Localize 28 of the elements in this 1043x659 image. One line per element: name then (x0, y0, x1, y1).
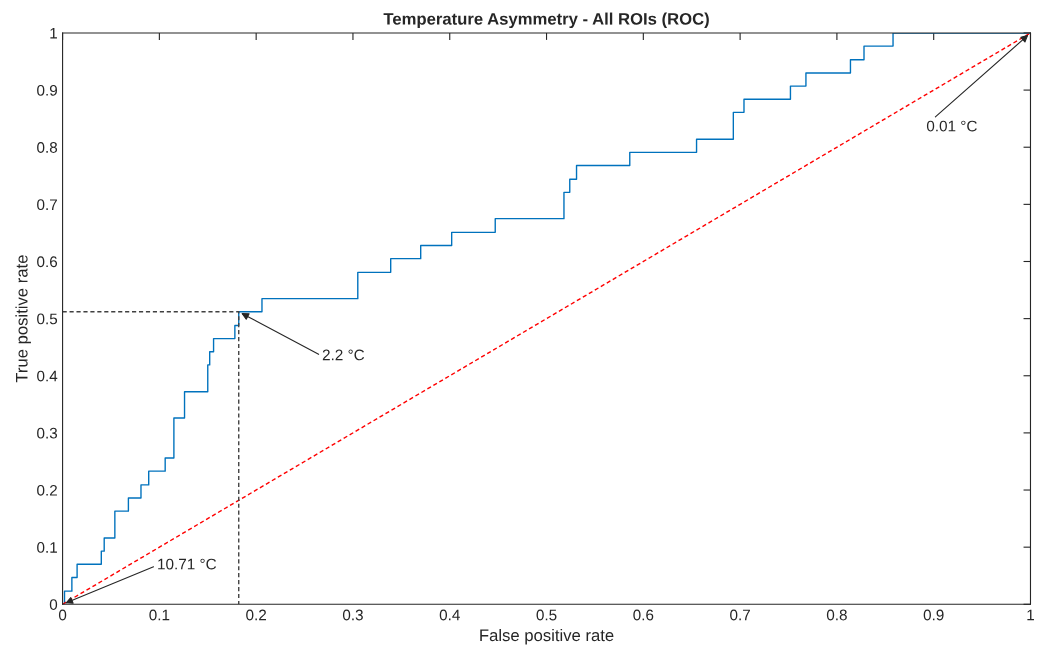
y-tick-label: 0.6 (37, 256, 58, 268)
y-tick-label: 0.7 (37, 199, 57, 211)
x-tick-label: 0.9 (923, 609, 944, 621)
x-axis-title: False positive rate (480, 628, 614, 645)
x-tick-label: 0.7 (730, 609, 750, 621)
y-tick-label: 0.1 (37, 542, 57, 553)
annotation: 10.71 °C (158, 558, 217, 570)
x-tick-label: 0.1 (149, 609, 170, 621)
annotation: 2.2 °C (322, 349, 365, 361)
y-tick-label: 0.8 (37, 142, 58, 153)
annotation: 0.01 °C (926, 120, 977, 132)
y-tick-label: 0 (49, 599, 58, 610)
x-tick-label: 0.2 (246, 609, 267, 621)
y-tick-label: 0.3 (37, 427, 58, 439)
y-axis-title: True positive rate (15, 255, 31, 383)
x-tick-label: 1 (1027, 609, 1034, 621)
x-tick-label: 0.6 (633, 609, 654, 621)
x-tick-label: 0.5 (536, 609, 557, 621)
chart-title: Temperature Asymmetry - All ROIs (ROC) (383, 12, 709, 29)
x-tick-label: 0.3 (342, 609, 363, 621)
y-tick-label: 0.9 (37, 84, 57, 96)
x-tick-label: 0.8 (826, 609, 847, 621)
x-tick-label: 0 (58, 609, 67, 621)
x-tick-label: 0.4 (439, 609, 460, 621)
y-tick-label: 0.4 (37, 370, 58, 382)
y-tick-label: 1 (50, 27, 57, 39)
y-tick-label: 0.5 (37, 313, 58, 325)
y-tick-label: 0.2 (37, 484, 57, 496)
